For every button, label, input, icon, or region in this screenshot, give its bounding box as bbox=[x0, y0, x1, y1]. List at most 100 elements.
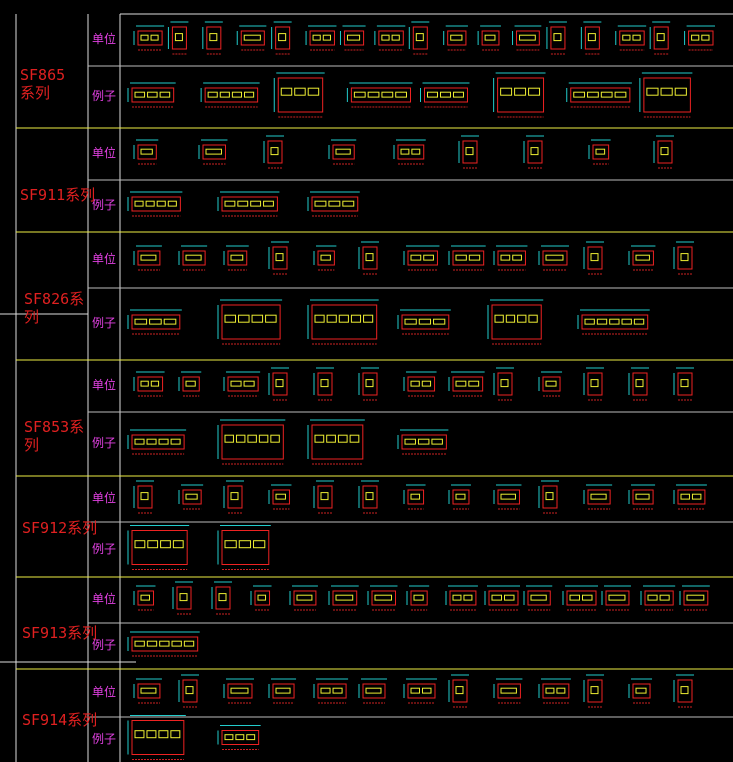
seat bbox=[659, 594, 670, 601]
seat bbox=[569, 594, 580, 601]
seat bbox=[410, 493, 421, 500]
seat bbox=[224, 734, 234, 741]
seat bbox=[270, 147, 279, 156]
sofa-outline bbox=[221, 196, 278, 212]
seat bbox=[452, 594, 462, 601]
seat bbox=[455, 254, 467, 261]
seat bbox=[160, 540, 171, 549]
seat bbox=[455, 493, 466, 500]
seat bbox=[374, 594, 393, 601]
seat bbox=[415, 33, 424, 42]
sofa-outline bbox=[619, 30, 645, 46]
seat bbox=[146, 438, 157, 445]
seat bbox=[494, 314, 504, 323]
seat bbox=[455, 380, 467, 387]
seat bbox=[224, 540, 237, 549]
seat bbox=[263, 200, 274, 207]
sofa-outline bbox=[267, 140, 283, 164]
sofa-outline bbox=[131, 434, 185, 450]
seat bbox=[338, 314, 349, 323]
seat bbox=[590, 686, 599, 695]
seat bbox=[320, 379, 329, 388]
sofa-outline bbox=[182, 489, 202, 505]
sofa-outline bbox=[542, 683, 570, 699]
sofa-outline bbox=[401, 434, 447, 450]
seat bbox=[391, 34, 400, 41]
seat bbox=[635, 254, 650, 261]
seat bbox=[635, 379, 644, 388]
seat bbox=[185, 380, 196, 387]
seat bbox=[205, 148, 222, 155]
seat bbox=[140, 687, 157, 694]
sofa-outline bbox=[677, 679, 693, 703]
seat bbox=[491, 594, 502, 601]
seat bbox=[582, 594, 593, 601]
seat bbox=[421, 380, 432, 387]
seat bbox=[365, 687, 382, 694]
sofa-outline bbox=[182, 679, 198, 703]
sofa-outline bbox=[683, 590, 709, 606]
seat bbox=[134, 730, 145, 739]
sofa-outline bbox=[137, 485, 153, 509]
seat bbox=[587, 33, 596, 42]
sofa-outline bbox=[452, 376, 484, 392]
seat bbox=[314, 200, 327, 207]
seat bbox=[413, 594, 424, 601]
seat bbox=[452, 91, 464, 98]
units-label: 单位 bbox=[92, 32, 117, 46]
units-label: 单位 bbox=[92, 491, 117, 505]
seat bbox=[150, 380, 160, 387]
seat bbox=[600, 91, 613, 98]
seat bbox=[337, 434, 348, 443]
seat bbox=[134, 318, 148, 325]
seat bbox=[243, 380, 255, 387]
seat bbox=[514, 87, 527, 96]
seat bbox=[404, 438, 416, 445]
seat bbox=[455, 686, 464, 695]
sofa-outline bbox=[378, 30, 404, 46]
seat bbox=[253, 540, 266, 549]
seat bbox=[140, 254, 157, 261]
seat bbox=[307, 87, 320, 96]
sofa-outline bbox=[542, 485, 558, 509]
sofa-outline bbox=[587, 246, 603, 270]
units-label: 单位 bbox=[92, 592, 117, 606]
seat bbox=[635, 687, 647, 694]
seat bbox=[185, 254, 202, 261]
seat bbox=[149, 318, 162, 325]
sofa-outline bbox=[412, 26, 428, 50]
seat bbox=[146, 640, 158, 647]
sofa-outline bbox=[401, 314, 450, 330]
seat bbox=[159, 640, 170, 647]
sofa-outline bbox=[317, 250, 335, 266]
seat bbox=[171, 640, 182, 647]
sofa-outline bbox=[570, 87, 631, 103]
seat bbox=[596, 318, 608, 325]
seat bbox=[365, 492, 374, 501]
sofa-outline bbox=[204, 87, 259, 103]
sofa-outline bbox=[272, 246, 288, 270]
seat bbox=[500, 687, 517, 694]
seat bbox=[230, 687, 249, 694]
seat bbox=[265, 314, 277, 323]
seat bbox=[545, 380, 557, 387]
seat bbox=[701, 34, 710, 41]
examples-label: 例子 bbox=[92, 638, 117, 652]
seat bbox=[146, 730, 157, 739]
seat bbox=[395, 91, 407, 98]
seat bbox=[545, 254, 564, 261]
seat bbox=[218, 593, 227, 602]
seat bbox=[185, 686, 194, 695]
seat bbox=[431, 438, 443, 445]
seat bbox=[147, 91, 158, 98]
seat bbox=[246, 734, 256, 741]
sofa-outline bbox=[449, 590, 477, 606]
seat bbox=[517, 314, 527, 323]
sofa-outline bbox=[447, 30, 467, 46]
seat bbox=[296, 594, 313, 601]
sofa-outline bbox=[131, 196, 181, 212]
seat bbox=[312, 34, 321, 41]
seat bbox=[134, 540, 146, 549]
seat bbox=[140, 380, 149, 387]
seat bbox=[680, 493, 690, 500]
